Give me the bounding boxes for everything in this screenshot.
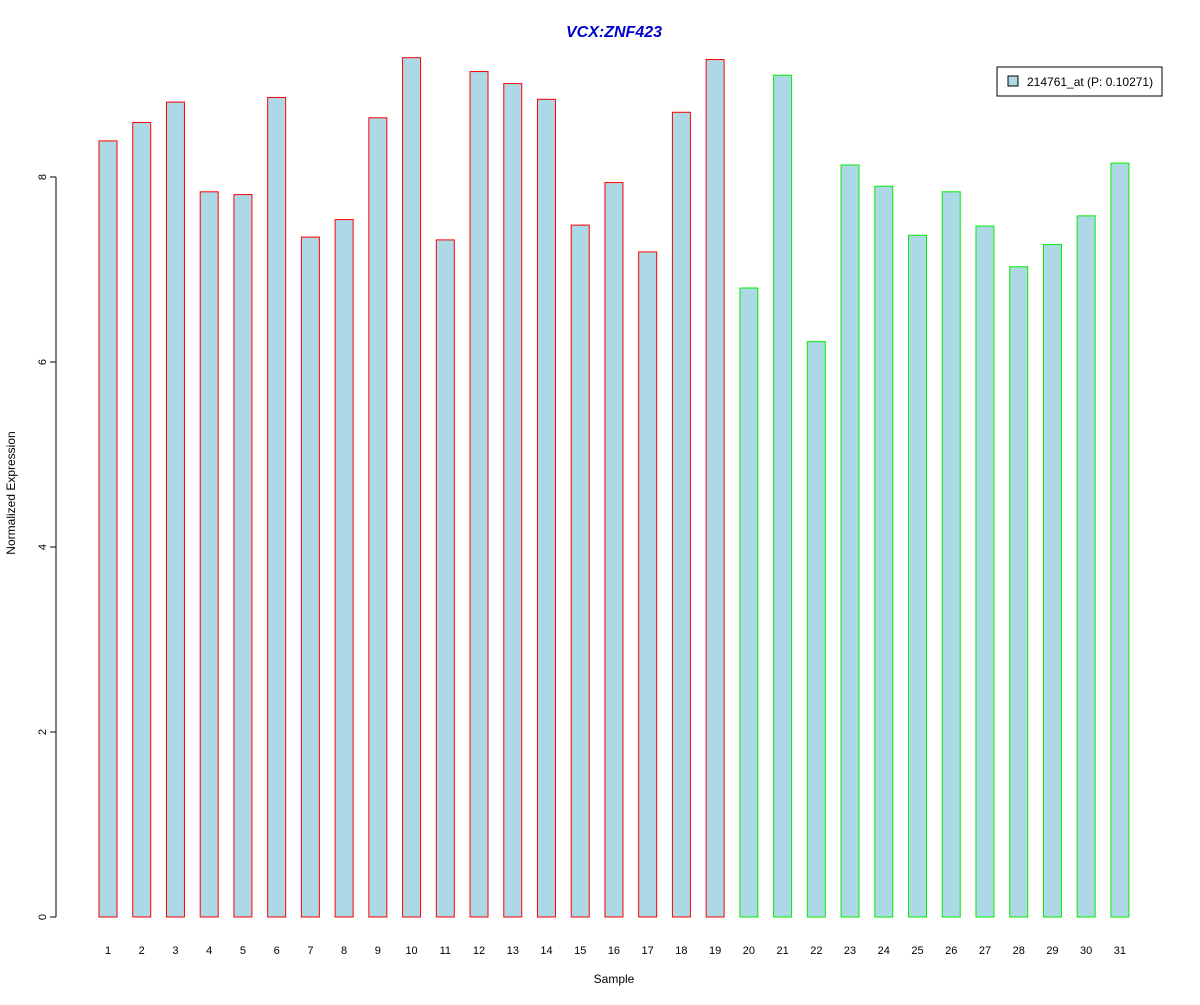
bar (199, 191, 219, 918)
x-tick-label: 19 (709, 945, 721, 957)
bar (671, 111, 691, 918)
x-tick-label: 1 (105, 945, 111, 957)
bar (368, 117, 388, 918)
x-tick-label: 24 (878, 945, 890, 957)
bar (975, 225, 995, 918)
x-tick-label: 29 (1046, 945, 1058, 957)
x-tick-label: 25 (911, 945, 923, 957)
x-tick-label: 17 (642, 945, 654, 957)
bar (874, 185, 894, 918)
bar (300, 236, 320, 918)
bar (536, 98, 556, 918)
x-tick-label: 16 (608, 945, 620, 957)
legend-swatch (1007, 75, 1019, 87)
x-tick-label: 4 (206, 945, 212, 957)
bar (98, 140, 118, 918)
bar (1110, 162, 1130, 918)
bar (570, 224, 590, 918)
bar (435, 239, 455, 918)
bar (705, 59, 725, 918)
bar (267, 96, 287, 918)
bar (165, 101, 185, 918)
x-tick-label: 5 (240, 945, 246, 957)
y-tick-label: 0 (37, 914, 49, 920)
y-axis-label: Normalized Expression (4, 431, 18, 554)
bar (402, 57, 422, 918)
x-tick-label: 26 (945, 945, 957, 957)
x-tick-label: 31 (1114, 945, 1126, 957)
bars (98, 57, 1130, 918)
x-tick-label: 14 (540, 945, 552, 957)
bar (1042, 244, 1062, 918)
bar (334, 219, 354, 918)
bar (469, 71, 489, 918)
x-tick-label: 3 (172, 945, 178, 957)
bar (1076, 215, 1096, 918)
x-tick-label: 7 (307, 945, 313, 957)
x-tick-label: 9 (375, 945, 381, 957)
x-tick-label: 12 (473, 945, 485, 957)
x-tick-label: 10 (405, 945, 417, 957)
x-tick-label: 23 (844, 945, 856, 957)
y-axis: 0 2 4 6 8 (37, 174, 57, 920)
x-tick-label: 28 (1013, 945, 1025, 957)
bar (132, 121, 152, 918)
x-tick-label: 18 (675, 945, 687, 957)
legend-box (996, 66, 1163, 97)
x-tick-label: 22 (810, 945, 822, 957)
x-tick-label: 2 (139, 945, 145, 957)
y-tick-label: 4 (37, 544, 49, 550)
legend: 214761_at (P: 0.10271) (996, 66, 1163, 97)
bar (908, 234, 928, 918)
x-tick-label: 6 (274, 945, 280, 957)
y-tick-label: 8 (37, 174, 49, 180)
y-tick-label: 2 (37, 729, 49, 735)
x-tick-label: 15 (574, 945, 586, 957)
bar (941, 191, 961, 918)
bar (604, 182, 624, 918)
bar (739, 287, 759, 918)
x-tick-label: 21 (776, 945, 788, 957)
bar (1009, 266, 1029, 918)
x-tick-label: 8 (341, 945, 347, 957)
x-tick-label: 13 (507, 945, 519, 957)
x-tick-label: 30 (1080, 945, 1092, 957)
bar (638, 251, 658, 918)
x-tick-label: 20 (743, 945, 755, 957)
chart-title: VCX:ZNF423 (566, 24, 662, 41)
x-axis-tick-labels: 1 2 3 4 5 6 7 8 9 10 11 12 13 14 15 16 17 18 19 20 21 22 23 24 2… (105, 945, 1126, 957)
legend-label: 214761_at (P: 0.10271) (1027, 75, 1153, 89)
y-tick-label: 6 (37, 359, 49, 365)
bar (773, 74, 793, 918)
bar (503, 83, 523, 918)
bar (806, 341, 826, 918)
x-tick-label: 11 (440, 945, 451, 957)
x-tick-label: 27 (979, 945, 991, 957)
bar (233, 194, 253, 918)
x-axis-label: Sample (594, 972, 635, 986)
bar (840, 164, 860, 918)
